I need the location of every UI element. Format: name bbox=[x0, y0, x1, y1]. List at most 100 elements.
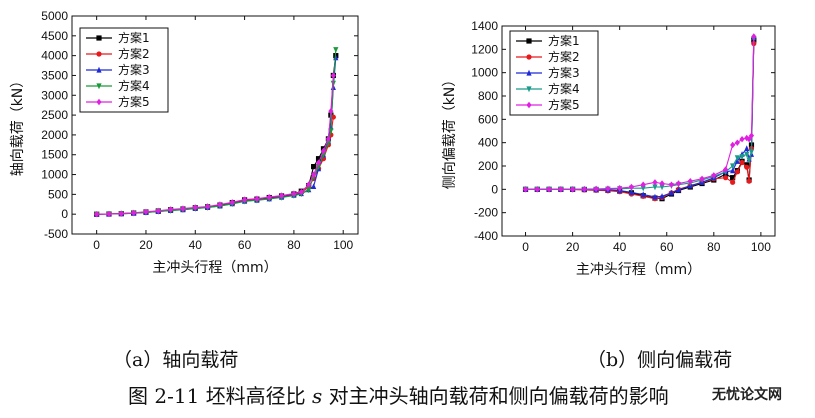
x-tick-label: 60 bbox=[660, 240, 674, 254]
y-tick-label: -500 bbox=[44, 227, 68, 241]
data-point-series-5 bbox=[734, 139, 740, 146]
x-tick-label: 0 bbox=[93, 238, 100, 252]
data-point-series-5 bbox=[711, 172, 717, 179]
data-point-series-4 bbox=[744, 151, 750, 158]
data-point-series-5 bbox=[744, 134, 750, 142]
data-point-series-3 bbox=[652, 193, 658, 200]
data-point-series-5 bbox=[522, 186, 529, 193]
data-point-series-5 bbox=[217, 201, 223, 208]
data-point-series-2 bbox=[734, 169, 740, 175]
x-tick-label: 40 bbox=[189, 238, 203, 252]
legend-marker bbox=[526, 101, 532, 109]
data-point-series-3 bbox=[640, 191, 646, 198]
y-tick-label: 1200 bbox=[471, 42, 498, 56]
data-point-series-3 bbox=[675, 186, 682, 193]
data-point-series-5 bbox=[652, 179, 658, 186]
legend-label: 方案3 bbox=[118, 62, 150, 77]
legend-marker bbox=[96, 98, 102, 106]
data-point-series-5 bbox=[320, 147, 327, 154]
legend-label: 方案3 bbox=[548, 65, 580, 80]
data-point-series-5 bbox=[278, 192, 285, 199]
x-axis-label: 主冲头行程（mm） bbox=[576, 262, 701, 278]
data-point-series-5 bbox=[291, 190, 297, 197]
data-point-series-5 bbox=[118, 210, 124, 217]
y-tick-label: 2000 bbox=[41, 128, 68, 142]
y-tick-label: 3000 bbox=[41, 88, 68, 102]
figure-title: 图 2-11 坯料高径比 s 对主冲头轴向载荷和侧向偏载荷的影响 bbox=[128, 380, 669, 409]
figure-title-prefix: 图 2-11 坯料高径比 bbox=[128, 384, 306, 408]
data-point-series-5 bbox=[628, 183, 635, 191]
x-tick-label: 20 bbox=[139, 238, 153, 252]
data-point-series-3 bbox=[311, 183, 317, 190]
y-tick-label: 1500 bbox=[41, 148, 68, 162]
data-point-series-4 bbox=[306, 187, 312, 194]
x-tick-label: 60 bbox=[238, 238, 252, 252]
data-point-series-4 bbox=[748, 149, 755, 156]
data-point-series-4 bbox=[640, 185, 646, 192]
data-point-series-4 bbox=[734, 155, 740, 162]
data-point-series-5 bbox=[593, 185, 599, 193]
legend-marker bbox=[96, 66, 102, 73]
data-point-series-5 bbox=[143, 208, 149, 216]
chart-lateral-load: 0 20 40 60 80 100 -400 -200 0 200 400 600 800 1000 120… bbox=[442, 19, 776, 278]
legend-marker bbox=[526, 38, 532, 44]
data-point-series-5 bbox=[751, 33, 757, 40]
watermark-logo: 无忧论文网 bbox=[712, 387, 782, 403]
data-point-series-5 bbox=[106, 210, 112, 218]
data-point-series-5 bbox=[748, 132, 755, 139]
data-point-series-5 bbox=[298, 188, 304, 196]
data-point-series-5 bbox=[94, 210, 100, 218]
data-point-series-5 bbox=[558, 186, 564, 193]
data-point-series-4 bbox=[652, 184, 658, 191]
data-point-series-5 bbox=[605, 185, 611, 192]
data-point-series-5 bbox=[311, 171, 317, 178]
data-point-series-5 bbox=[668, 181, 675, 188]
legend-label: 方案4 bbox=[548, 81, 580, 96]
data-point-series-5 bbox=[617, 184, 623, 192]
data-point-series-3 bbox=[628, 189, 635, 195]
data-point-series-3 bbox=[668, 189, 675, 196]
series-line-2 bbox=[96, 117, 334, 215]
data-point-series-5 bbox=[581, 185, 587, 193]
y-tick-label: 800 bbox=[478, 89, 498, 103]
legend-label: 方案1 bbox=[118, 30, 150, 45]
data-point-series-2 bbox=[722, 175, 729, 181]
legend-label: 方案4 bbox=[118, 78, 150, 93]
y-tick-label: -400 bbox=[474, 229, 498, 243]
figure-title-variable: s bbox=[312, 384, 323, 408]
data-point-series-5 bbox=[306, 181, 312, 188]
caption-a: （a）轴向载荷 bbox=[113, 349, 239, 371]
y-tick-label: 1000 bbox=[41, 168, 68, 182]
data-point-series-5 bbox=[739, 135, 745, 143]
x-tick-label: 20 bbox=[566, 240, 580, 254]
data-point-series-5 bbox=[570, 186, 576, 193]
data-point-series-4 bbox=[333, 47, 339, 53]
data-point-series-3 bbox=[730, 167, 736, 174]
x-tick-label: 80 bbox=[707, 240, 721, 254]
data-point-series-3 bbox=[659, 193, 665, 199]
legend-label: 方案2 bbox=[548, 49, 580, 64]
y-axis-label: 轴向载荷（kN） bbox=[10, 74, 26, 177]
legend-marker bbox=[526, 86, 532, 93]
data-point-series-5 bbox=[168, 206, 174, 213]
x-tick-label: 40 bbox=[613, 240, 627, 254]
data-point-series-4 bbox=[330, 80, 336, 87]
y-tick-label: 5000 bbox=[41, 9, 68, 23]
data-point-series-1 bbox=[311, 164, 317, 170]
y-tick-label: 600 bbox=[478, 112, 498, 126]
y-tick-label: 200 bbox=[478, 159, 498, 173]
data-point-series-5 bbox=[192, 204, 198, 211]
y-tick-label: 0 bbox=[61, 207, 68, 221]
data-point-series-5 bbox=[131, 209, 137, 216]
y-tick-label: 2500 bbox=[41, 108, 68, 122]
x-tick-label: 0 bbox=[522, 240, 529, 254]
data-point-series-2 bbox=[739, 159, 745, 166]
y-tick-label: 4500 bbox=[41, 29, 68, 43]
data-point-series-3 bbox=[744, 145, 750, 152]
y-tick-label: 1400 bbox=[471, 19, 498, 33]
data-point-series-5 bbox=[640, 181, 646, 188]
data-point-series-5 bbox=[325, 135, 332, 143]
legend-marker bbox=[96, 35, 102, 41]
